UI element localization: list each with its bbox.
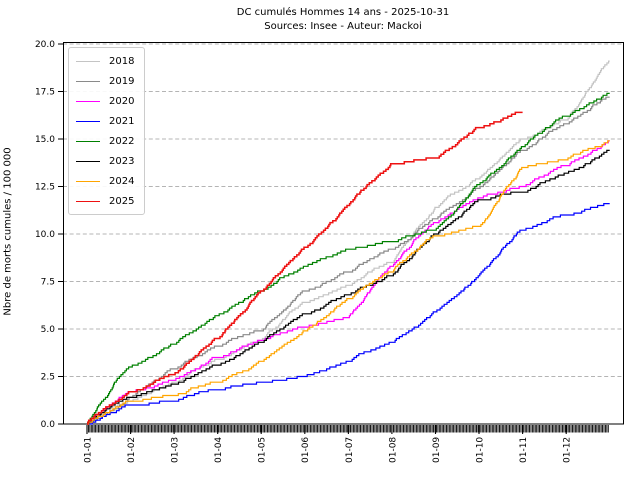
- legend-item-2024: 2024: [76, 171, 134, 191]
- xtick-label: 01-05: [258, 437, 268, 463]
- series-line-2024: [87, 140, 610, 425]
- xtick-label: 01-11: [519, 437, 529, 463]
- xtick-label: 01-03: [171, 437, 181, 463]
- xtick-label: 01-04: [214, 437, 224, 463]
- legend-item-2019: 2019: [76, 71, 134, 91]
- legend-item-2023: 2023: [76, 151, 134, 171]
- legend-label: 2020: [109, 95, 135, 107]
- legend: 2018 2019 2020 2021 2022 2023 2024 2025: [68, 47, 146, 215]
- xtick-label: 01-09: [432, 437, 442, 463]
- xtick-label: 01-06: [301, 437, 311, 463]
- legend-item-2021: 2021: [76, 111, 134, 131]
- legend-line-swatch: [76, 100, 100, 102]
- legend-label: 2025: [109, 195, 135, 207]
- legend-label: 2024: [109, 175, 135, 187]
- series-line-2020: [87, 140, 610, 425]
- xtick-label: 01-02: [127, 437, 137, 463]
- legend-label: 2018: [109, 55, 135, 67]
- legend-label: 2022: [109, 135, 135, 147]
- ytick-label: 7.5: [41, 278, 55, 288]
- legend-line-swatch: [76, 200, 100, 202]
- plot-frame: [63, 42, 624, 425]
- xtick-label: 01-12: [563, 437, 573, 463]
- series-line-2021: [87, 203, 610, 425]
- legend-line-swatch: [76, 180, 100, 182]
- legend-item-2022: 2022: [76, 131, 134, 151]
- legend-line-swatch: [76, 60, 100, 62]
- legend-item-2025: 2025: [76, 191, 134, 211]
- legend-line-swatch: [76, 80, 100, 82]
- chart-subtitle: Sources: Insee - Auteur: Mackoi: [264, 21, 422, 32]
- series-line-2022: [87, 92, 610, 425]
- legend-label: 2019: [109, 75, 135, 87]
- ytick-label: 17.5: [35, 88, 55, 98]
- chart-title: DC cumulés Hommes 14 ans - 2025-10-31: [236, 7, 450, 18]
- legend-line-swatch: [76, 160, 100, 162]
- xtick-label: 01-08: [388, 437, 398, 463]
- ytick-label: 0.0: [41, 420, 56, 430]
- xtick-label: 01-01: [83, 437, 93, 463]
- legend-label: 2021: [109, 115, 135, 127]
- series-line-2025: [87, 111, 523, 425]
- ytick-label: 12.5: [35, 183, 55, 193]
- legend-line-swatch: [76, 140, 100, 142]
- legend-item-2018: 2018: [76, 51, 134, 71]
- xtick-label: 01-07: [345, 437, 355, 463]
- xtick-label: 01-10: [475, 437, 485, 463]
- legend-line-swatch: [76, 120, 100, 122]
- ytick-label: 5.0: [41, 325, 56, 335]
- ytick-label: 20.0: [35, 40, 55, 50]
- ytick-label: 10.0: [35, 230, 55, 240]
- series-line-2019: [87, 96, 610, 425]
- legend-item-2020: 2020: [76, 91, 134, 111]
- series-line-2018: [87, 60, 610, 425]
- series-line-2023: [87, 149, 610, 425]
- legend-label: 2023: [109, 155, 135, 167]
- ytick-label: 2.5: [41, 373, 55, 383]
- ytick-label: 15.0: [35, 135, 55, 145]
